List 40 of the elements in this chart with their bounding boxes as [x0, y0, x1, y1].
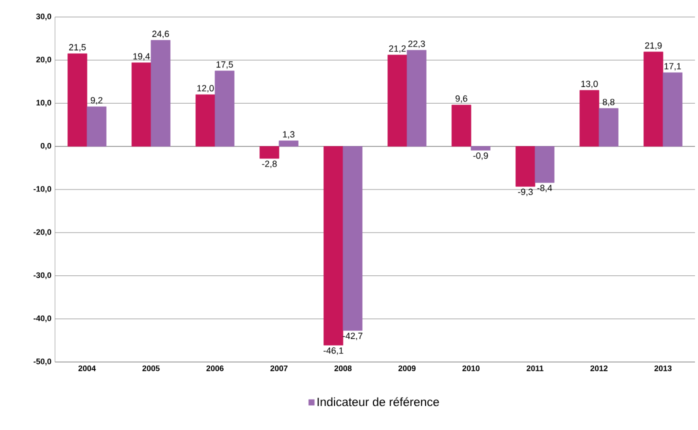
bar: [260, 146, 280, 159]
data-label: 17,1: [664, 63, 681, 70]
data-label: 13,0: [581, 80, 598, 88]
bar: [388, 54, 408, 147]
bar: [598, 108, 618, 147]
bar: [580, 90, 600, 147]
bar: [214, 70, 234, 147]
data-label: 12,0: [197, 85, 214, 92]
bar: [86, 106, 106, 147]
data-label: -46,1: [324, 347, 344, 355]
bar: [150, 40, 170, 147]
bar: [342, 146, 362, 331]
data-label: 22,3: [408, 40, 425, 48]
bar: [278, 140, 298, 147]
data-label: -0,9: [473, 152, 488, 160]
data-label: 17,5: [216, 61, 233, 69]
bar: [452, 104, 472, 147]
data-label: 21,9: [645, 42, 662, 50]
data-label: -2,8: [262, 160, 277, 168]
data-label: -9,3: [518, 188, 533, 196]
bar: [196, 94, 216, 147]
bar: [132, 62, 152, 147]
data-label: 8,8: [602, 98, 614, 106]
bar: [406, 50, 426, 147]
data-label: 21,5: [69, 44, 86, 52]
bar: [68, 53, 88, 147]
data-label: 21,2: [389, 45, 406, 53]
data-label: -8,4: [537, 184, 552, 192]
legend-label: Indicateur de référence: [318, 397, 439, 406]
bar: [534, 146, 554, 183]
data-label: 9,2: [90, 97, 102, 104]
data-label: 1,3: [283, 131, 294, 139]
bar: [644, 52, 664, 147]
data-label: 24,6: [152, 30, 169, 38]
bar: [662, 72, 682, 147]
data-label: 19,4: [133, 53, 150, 61]
bar: [470, 146, 490, 150]
bar: [516, 146, 536, 187]
data-label: 9,6: [456, 95, 468, 103]
bar: [324, 146, 344, 346]
